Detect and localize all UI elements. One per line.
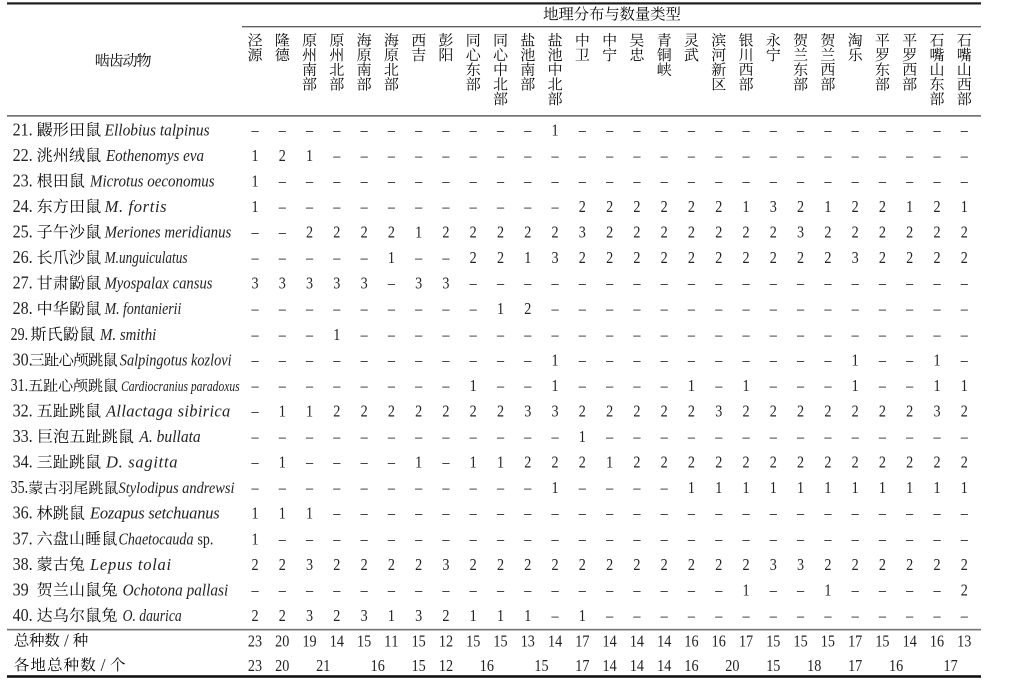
svg-text:M. fontanierii: M. fontanierii [104, 299, 182, 318]
svg-text:D. sagitta: D. sagitta [105, 453, 178, 472]
svg-text:Ellobius talpinus: Ellobius talpinus [104, 120, 210, 139]
svg-text:O. daurica: O. daurica [123, 606, 182, 625]
svg-text:M.unguiculatus: M.unguiculatus [104, 248, 188, 267]
svg-text:Myospalax cansus: Myospalax cansus [104, 274, 213, 293]
svg-text:Eothenomys eva: Eothenomys eva [105, 146, 204, 165]
svg-text:37.: 37. [13, 529, 33, 549]
svg-text:29.: 29. [11, 325, 28, 344]
svg-text:36.: 36. [13, 503, 33, 523]
svg-text:/: / [101, 655, 106, 675]
svg-text:M. fortis: M. fortis [104, 197, 167, 216]
svg-text:Chaetocauda: Chaetocauda [119, 529, 194, 548]
svg-text:22.: 22. [13, 145, 33, 165]
svg-text:26.: 26. [13, 247, 33, 267]
svg-text:24.: 24. [13, 196, 33, 216]
svg-text:Allactaga sibirica: Allactaga sibirica [105, 401, 230, 420]
svg-text:Salpingotus kozlovi: Salpingotus kozlovi [120, 350, 232, 369]
svg-text:/: / [64, 630, 69, 650]
svg-text:40.: 40. [13, 605, 33, 625]
svg-text:23.: 23. [13, 171, 33, 191]
svg-text:232021161512161517141414162015: 23202116151216151714141416201518171617 [248, 657, 958, 676]
svg-text:27.: 27. [13, 273, 33, 293]
svg-text:Meriones meridianus: Meriones meridianus [104, 223, 232, 242]
svg-text:A. bullata: A. bullata [138, 427, 200, 446]
svg-text:25.: 25. [13, 222, 33, 242]
svg-text:33.: 33. [13, 426, 33, 446]
svg-text:34.: 34. [13, 452, 33, 472]
svg-text:Lepus tolai: Lepus tolai [89, 555, 172, 574]
svg-text:38.: 38. [13, 554, 33, 574]
svg-text:Ochotona pallasi: Ochotona pallasi [123, 580, 229, 599]
svg-text:28.: 28. [13, 299, 33, 319]
svg-text:Microtus oeconomus: Microtus oeconomus [89, 171, 215, 190]
svg-text:M. smithi: M. smithi [99, 325, 157, 344]
svg-text:21.: 21. [13, 120, 33, 140]
svg-text:sp.: sp. [198, 529, 214, 548]
svg-text:32.: 32. [13, 401, 33, 421]
svg-text:31.: 31. [11, 377, 28, 396]
svg-text:35.: 35. [11, 479, 28, 498]
svg-text:39: 39 [13, 580, 29, 600]
svg-text:30.: 30. [13, 350, 33, 370]
svg-text:Stylodipus andrewsi: Stylodipus andrewsi [119, 480, 235, 497]
svg-text:Eozapus setchuanus: Eozapus setchuanus [89, 504, 220, 523]
svg-text:Cardiocranius paradoxus: Cardiocranius paradoxus [121, 379, 240, 395]
